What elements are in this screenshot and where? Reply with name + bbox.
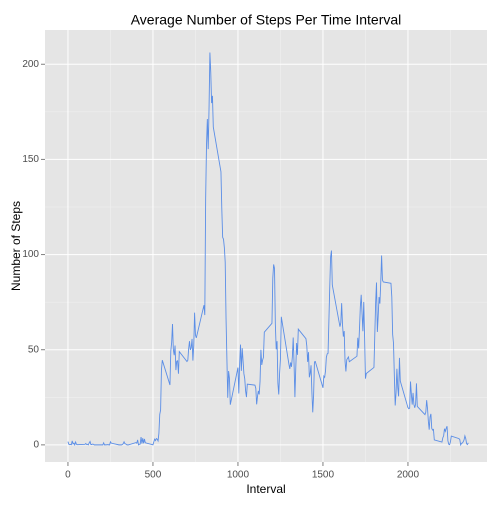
x-tick-label: 1000 [227, 470, 250, 481]
y-tick-label: 150 [22, 154, 39, 165]
y-axis-label: Number of Steps [9, 201, 23, 291]
x-tick-label: 0 [65, 470, 71, 481]
y-tick-label: 0 [33, 440, 39, 451]
y-tick-label: 50 [28, 344, 40, 355]
y-tick-label: 200 [22, 59, 39, 70]
chart-title: Average Number of Steps Per Time Interva… [131, 12, 402, 28]
panel [45, 30, 487, 462]
data-line [67, 52, 469, 447]
x-tick-label: 2000 [397, 470, 420, 481]
x-tick-label: 500 [145, 470, 162, 481]
y-tick-label: 100 [22, 249, 39, 260]
x-axis-label: Interval [246, 482, 285, 496]
x-tick-label: 1500 [312, 470, 335, 481]
